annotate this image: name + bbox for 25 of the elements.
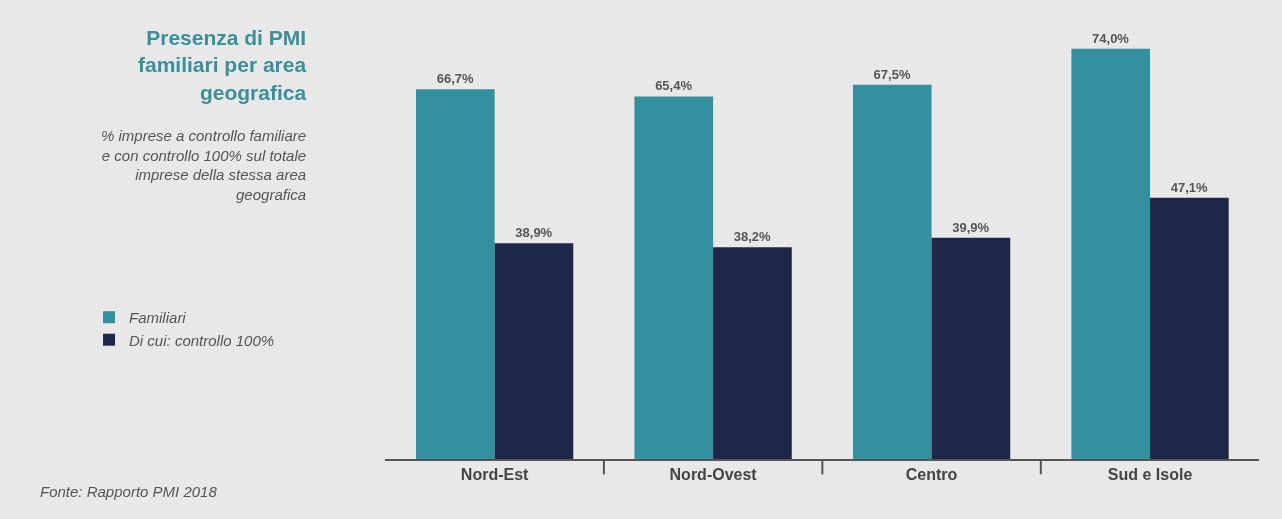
source-note: Fonte: Rapporto PMI 2018	[40, 483, 218, 500]
data-label: 74,0%	[1092, 30, 1130, 46]
data-label: 39,9%	[952, 219, 990, 235]
x-tick-label: Nord-Est	[460, 466, 530, 484]
bar	[1150, 197, 1229, 459]
bar	[852, 84, 932, 459]
legend-label: Di cui: controllo 100%	[129, 331, 275, 349]
data-label: 38,9%	[515, 225, 553, 241]
data-label: 47,1%	[1170, 179, 1209, 195]
bar	[713, 247, 792, 459]
data-label: 65,4%	[655, 78, 693, 94]
x-tick-label: Nord-Ovest	[669, 466, 758, 484]
bar	[1071, 48, 1151, 459]
text: % imprese a controllo familiare e con controllo 100% sul totale imprese della stessa area geografica	[101, 127, 307, 203]
bar	[931, 237, 1011, 459]
data-label: 38,2%	[733, 229, 772, 245]
x-tick-label: Sud e Isole	[1107, 466, 1193, 484]
bar	[634, 96, 714, 459]
bar	[494, 243, 574, 459]
x-tick-label: Centro	[905, 466, 958, 484]
bar	[416, 89, 495, 459]
chart-title: Presenza di PMI familiari per area geografica	[138, 26, 307, 104]
legend-label: Familiari	[129, 309, 187, 327]
data-label: 67,5%	[873, 66, 911, 82]
data-label: 66,7%	[436, 71, 474, 87]
